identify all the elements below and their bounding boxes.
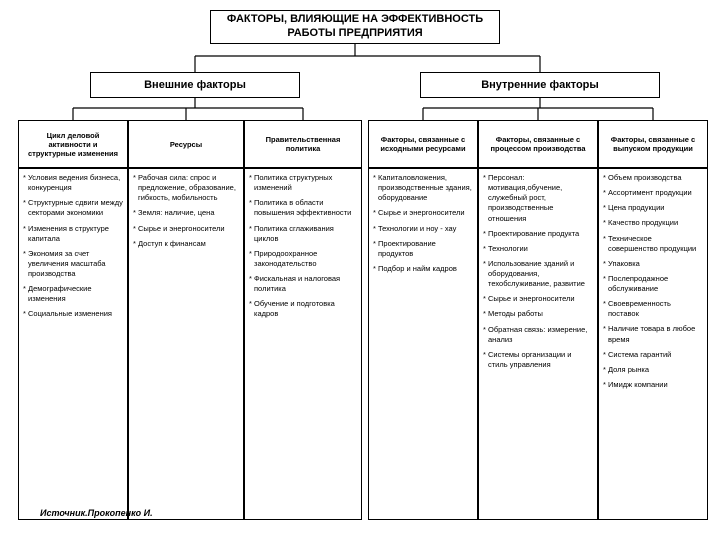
column-header-text: Цикл деловой активности и структурные из…: [25, 131, 121, 158]
list-item: Подбор и найм кадров: [373, 264, 473, 274]
diagram-title: ФАКТОРЫ, ВЛИЯЮЩИЕ НА ЭФФЕКТИВНОСТЬ РАБОТ…: [210, 10, 500, 44]
list-item: Упаковка: [603, 259, 703, 269]
list-item: Сырье и энергоносители: [373, 208, 473, 218]
list-item: Социальные изменения: [23, 309, 123, 319]
list-item: Условия ведения бизнеса, конкуренция: [23, 173, 123, 193]
column-body: Условия ведения бизнеса, конкуренция Стру…: [18, 168, 128, 520]
list-item: Технологии и ноу - хау: [373, 224, 473, 234]
column-header: Факторы, связанные с выпуском продукции: [598, 120, 708, 168]
list-item: Послепродажное обслуживание: [603, 274, 703, 294]
list-item: Цена продукции: [603, 203, 703, 213]
list-item: Наличие товара в любое время: [603, 324, 703, 344]
column-header-text: Факторы, связанные с исходными ресурсами: [375, 135, 471, 153]
column-header: Факторы, связанные с процессом производс…: [478, 120, 598, 168]
list-item: Имидж компании: [603, 380, 703, 390]
list-item: Системы организации и стиль управления: [483, 350, 593, 370]
list-item: Персонал: мотивация,обучение, служебный …: [483, 173, 593, 224]
source-citation: Источник.Прокопенко И.: [40, 508, 153, 518]
list-item: Сырье и энергоносители: [133, 224, 239, 234]
column-header-text: Ресурсы: [170, 140, 202, 149]
list-item: Проектирование продукта: [483, 229, 593, 239]
column-body: Объем производства Ассортимент продукции Ц…: [598, 168, 708, 520]
column-header-text: Факторы, связанные с выпуском продукции: [605, 135, 701, 153]
list-item: Своевременность поставок: [603, 299, 703, 319]
list-item: Политика в области повышения эффективнос…: [249, 198, 357, 218]
source-text: Источник.Прокопенко И.: [40, 508, 153, 518]
list-item: Капиталовложения, производственные здани…: [373, 173, 473, 203]
list-item: Обратная связь: измерение, анализ: [483, 325, 593, 345]
list-item: Обучение и подготовка кадров: [249, 299, 357, 319]
list-item: Техническое совершенство продукции: [603, 234, 703, 254]
list-item: Рабочая сила: спрос и предложение, образ…: [133, 173, 239, 203]
list-item: Доступ к финансам: [133, 239, 239, 249]
category-internal: Внутренние факторы: [420, 72, 660, 98]
list-item: Природоохранное законодательство: [249, 249, 357, 269]
list-item: Ассортимент продукции: [603, 188, 703, 198]
list-item: Объем производства: [603, 173, 703, 183]
category-internal-label: Внутренние факторы: [481, 79, 599, 91]
column-header: Цикл деловой активности и структурные из…: [18, 120, 128, 168]
column-header-text: Факторы, связанные с процессом производс…: [485, 135, 591, 153]
column-header: Правительственная политика: [244, 120, 362, 168]
list-item: Экономия за счет увеличения масштаба про…: [23, 249, 123, 279]
list-item: Сырье и энергоносители: [483, 294, 593, 304]
list-item: Проектирование продуктов: [373, 239, 473, 259]
list-item: Политика сглаживания циклов: [249, 224, 357, 244]
list-item: Качество продукции: [603, 218, 703, 228]
list-item: Политика структурных изменений: [249, 173, 357, 193]
list-item: Демографические изменения: [23, 284, 123, 304]
category-external: Внешние факторы: [90, 72, 300, 98]
list-item: Земля: наличие, цена: [133, 208, 239, 218]
column-body: Политика структурных изменений Политика в…: [244, 168, 362, 520]
column-header: Ресурсы: [128, 120, 244, 168]
column-body: Персонал: мотивация,обучение, служебный …: [478, 168, 598, 520]
list-item: Система гарантий: [603, 350, 703, 360]
list-item: Методы работы: [483, 309, 593, 319]
column-header: Факторы, связанные с исходными ресурсами: [368, 120, 478, 168]
list-item: Доля рынка: [603, 365, 703, 375]
column-body: Рабочая сила: спрос и предложение, образ…: [128, 168, 244, 520]
list-item: Изменения в структуре капитала: [23, 224, 123, 244]
category-external-label: Внешние факторы: [144, 79, 246, 91]
column-body: Капиталовложения, производственные здани…: [368, 168, 478, 520]
list-item: Структурные сдвиги между секторами эконо…: [23, 198, 123, 218]
list-item: Фискальная и налоговая политика: [249, 274, 357, 294]
list-item: Технологии: [483, 244, 593, 254]
title-text: ФАКТОРЫ, ВЛИЯЮЩИЕ НА ЭФФЕКТИВНОСТЬ РАБОТ…: [217, 13, 493, 41]
column-header-text: Правительственная политика: [251, 135, 355, 153]
list-item: Использование зданий и оборудования, тех…: [483, 259, 593, 289]
